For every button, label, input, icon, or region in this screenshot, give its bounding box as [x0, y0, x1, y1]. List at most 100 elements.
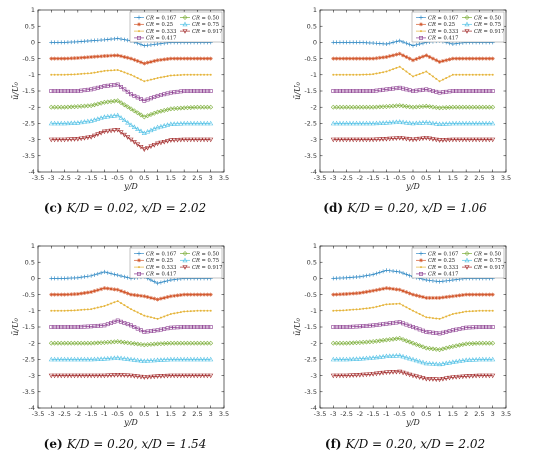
data-point	[463, 137, 469, 143]
data-point	[139, 313, 142, 316]
data-point	[468, 73, 471, 76]
data-point	[155, 281, 160, 286]
y-tick-label: -1.5	[22, 323, 35, 331]
legend-label: CR = 0.50	[474, 15, 501, 21]
data-point	[387, 136, 393, 142]
data-point	[344, 340, 349, 346]
data-point	[151, 374, 157, 380]
data-point	[453, 375, 459, 380]
data-point	[95, 356, 101, 361]
data-point	[129, 292, 133, 297]
x-tick-label: 2	[464, 410, 468, 418]
data-point	[397, 369, 403, 375]
data-point	[360, 137, 366, 143]
data-point	[490, 104, 496, 110]
data-point	[354, 120, 360, 126]
data-point	[430, 104, 436, 110]
data-point	[135, 126, 141, 131]
data-point	[65, 356, 71, 362]
x-tick-label: -0.5	[111, 410, 124, 418]
data-point	[473, 356, 479, 362]
data-point	[115, 339, 121, 345]
data-point	[186, 73, 189, 76]
data-point	[188, 120, 194, 126]
data-point	[435, 77, 438, 80]
data-point	[430, 278, 435, 283]
data-point	[198, 56, 203, 61]
data-point	[63, 73, 66, 76]
x-tick-label: 1.5	[166, 410, 176, 418]
legend-label: CR = 0.50	[192, 251, 219, 257]
data-point	[437, 279, 442, 284]
data-point	[467, 341, 472, 347]
data-point	[481, 309, 484, 312]
data-point	[125, 89, 130, 94]
y-axis-label: ū/U₀	[11, 81, 20, 100]
x-tick-label: -1	[383, 174, 389, 182]
y-tick-label: 0	[31, 39, 35, 47]
data-point	[454, 41, 459, 46]
data-point	[463, 341, 469, 347]
data-point	[125, 340, 131, 346]
data-point	[111, 355, 117, 360]
x-tick-label: -1	[383, 410, 389, 418]
data-point	[79, 291, 84, 296]
series-0_917	[330, 369, 496, 383]
x-tick-label: 0.5	[139, 410, 149, 418]
x-tick-label: 0.5	[421, 410, 431, 418]
series-0_917	[48, 127, 214, 152]
data-point	[173, 74, 176, 77]
data-point	[412, 75, 414, 78]
data-point	[340, 340, 346, 346]
series-line	[51, 374, 211, 378]
data-point	[145, 43, 150, 48]
legend-entry: CR = 0.917	[462, 29, 504, 35]
data-point	[420, 136, 426, 142]
data-point	[201, 137, 207, 143]
data-point	[82, 290, 87, 295]
data-point	[362, 73, 365, 76]
data-point	[441, 316, 444, 319]
series-0_333	[332, 65, 494, 83]
data-point	[330, 104, 336, 110]
legend-entry: CR = 0.75	[462, 257, 501, 264]
data-point	[415, 311, 418, 314]
data-point	[490, 56, 495, 61]
data-point	[99, 54, 104, 59]
data-point	[412, 309, 414, 312]
data-point	[410, 340, 416, 346]
x-tick-label: -3	[330, 174, 336, 182]
data-point	[60, 73, 63, 76]
data-point	[334, 292, 339, 297]
data-point	[466, 374, 472, 379]
data-point	[138, 374, 144, 380]
y-tick-label: -0.5	[22, 55, 35, 63]
y-tick-label: -2	[311, 339, 317, 347]
data-point	[365, 307, 368, 310]
data-point	[357, 373, 363, 378]
y-tick-label: 0	[313, 275, 317, 283]
y-tick-label: -1.5	[304, 323, 317, 331]
data-point	[93, 307, 96, 310]
data-point	[460, 104, 466, 110]
data-point	[375, 72, 378, 75]
data-point	[382, 71, 385, 74]
data-point	[486, 104, 492, 110]
data-point	[373, 371, 379, 377]
data-point	[393, 119, 399, 124]
data-point	[78, 356, 84, 362]
series-0_917	[330, 136, 496, 143]
data-point	[165, 340, 170, 346]
data-point	[397, 51, 402, 56]
data-point	[408, 308, 411, 311]
data-point	[204, 356, 210, 362]
data-point	[92, 272, 97, 277]
series-line	[51, 114, 211, 134]
data-point	[403, 354, 409, 360]
data-point	[171, 373, 177, 379]
data-point	[383, 370, 389, 375]
data-point	[401, 271, 406, 276]
x-tick-label: -3.5	[314, 174, 327, 182]
data-point	[175, 293, 180, 298]
